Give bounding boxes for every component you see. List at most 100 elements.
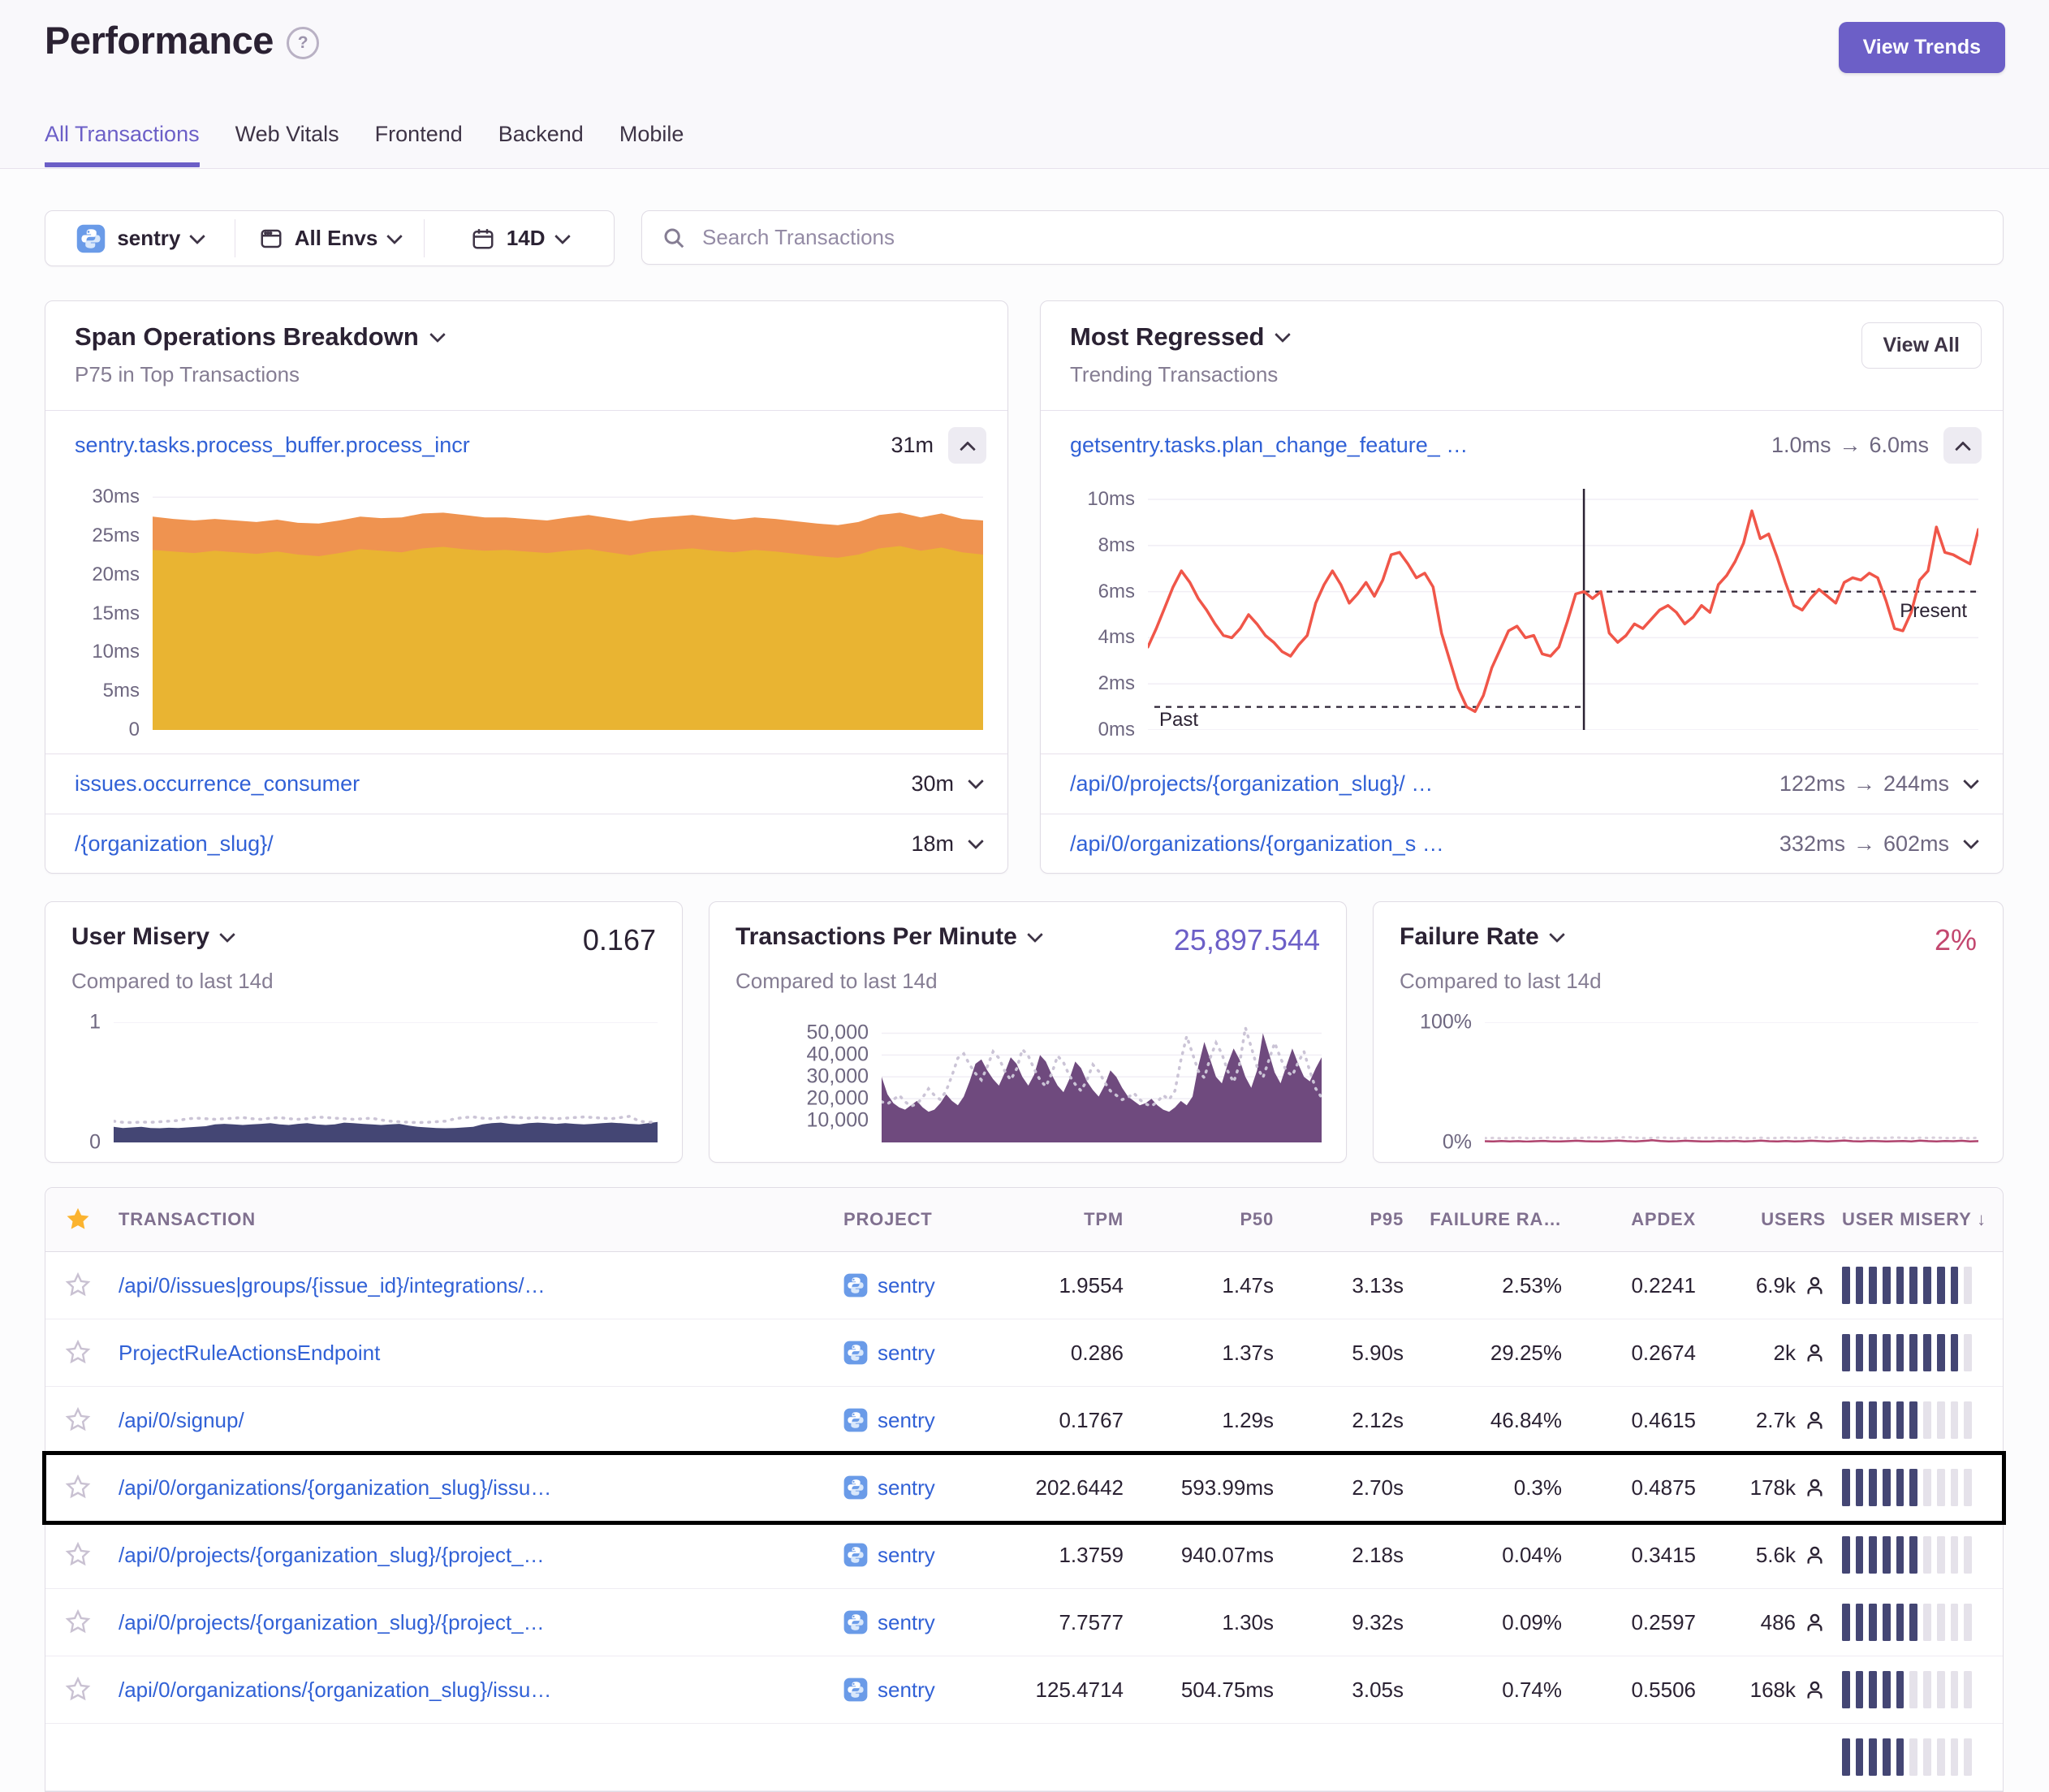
view-trends-button[interactable]: View Trends	[1838, 22, 2005, 73]
python-project-icon	[843, 1678, 868, 1702]
regressed-row-2: /api/0/projects/{organization_slug}/ … 1…	[1041, 754, 2003, 813]
transaction-link[interactable]: /api/0/organizations/{organization_slug}…	[119, 1475, 552, 1500]
table-row[interactable]: /api/0/projects/{organization_slug}/{pro…	[45, 1522, 2003, 1589]
y-axis-tick: 10,000	[806, 1108, 869, 1132]
star-button[interactable]	[45, 1542, 110, 1568]
project-cell: sentry	[835, 1408, 998, 1433]
view-all-button[interactable]: View All	[1861, 322, 1982, 369]
p50-cell: 1.29s	[1222, 1407, 1274, 1432]
span-op-link[interactable]: sentry.tasks.process_buffer.process_incr	[75, 433, 470, 457]
chevron-down-icon[interactable]	[968, 773, 984, 790]
python-project-icon	[843, 1273, 868, 1298]
failure-rate-cell: 29.25%	[1490, 1340, 1562, 1365]
tab-backend[interactable]: Backend	[498, 122, 584, 146]
star-button[interactable]	[45, 1407, 110, 1433]
table-row[interactable]: /api/0/projects/{organization_slug}/{pro…	[45, 1589, 2003, 1656]
search-bar[interactable]	[641, 210, 2004, 265]
tpm-cell: 0.286	[1070, 1340, 1124, 1365]
tab-web-vitals[interactable]: Web Vitals	[235, 122, 339, 146]
collapse-button[interactable]	[948, 427, 986, 464]
star-icon	[65, 1542, 91, 1566]
project-link[interactable]: sentry	[878, 1475, 935, 1500]
transaction-link[interactable]: /api/0/projects/{organization_slug}/{pro…	[119, 1542, 545, 1567]
regressed-transaction-link[interactable]: /api/0/projects/{organization_slug}/ …	[1070, 771, 1434, 796]
y-axis-tick: 5ms	[102, 680, 140, 702]
user-icon	[1807, 1546, 1823, 1564]
tab-all-transactions[interactable]: All Transactions	[45, 122, 200, 167]
chevron-down-icon[interactable]	[1963, 833, 1979, 850]
collapse-button[interactable]	[1943, 427, 1982, 464]
span-op-link[interactable]: issues.occurrence_consumer	[75, 771, 360, 796]
search-input[interactable]	[701, 224, 1983, 251]
transaction-link[interactable]: /api/0/projects/{organization_slug}/{pro…	[119, 1609, 545, 1634]
regressed-transaction-link[interactable]: /api/0/organizations/{organization_s …	[1070, 831, 1444, 856]
user-misery-subtitle: Compared to last 14d	[71, 969, 274, 993]
column-header-transaction[interactable]: TRANSACTION	[119, 1209, 256, 1229]
project-link[interactable]: sentry	[878, 1407, 935, 1432]
column-header-users[interactable]: USERS	[1761, 1209, 1826, 1229]
chevron-down-icon[interactable]	[1963, 773, 1979, 790]
tpm-title[interactable]: Transactions Per Minute	[735, 923, 1043, 951]
table-row[interactable]: /api/0/organizations/{organization_slug}…	[42, 1451, 2006, 1525]
star-column-header[interactable]	[45, 1206, 110, 1233]
span-widget-title[interactable]: Span Operations Breakdown	[75, 322, 446, 352]
regressed-widget-title[interactable]: Most Regressed	[1070, 322, 1292, 352]
table-row[interactable]: /api/0/issues|groups/{issue_id}/integrat…	[45, 1252, 2003, 1319]
table-row[interactable]: /api/0/signup/sentry 0.1767 1.29s 2.12s 46.8…	[45, 1387, 2003, 1454]
star-icon	[65, 1272, 91, 1297]
y-axis-tick: 25ms	[92, 525, 140, 547]
project-link[interactable]: sentry	[878, 1542, 935, 1567]
column-header-user-misery[interactable]: USER MISERY ↓	[1842, 1209, 1986, 1229]
span-op-link[interactable]: /{organization_slug}/	[75, 831, 274, 856]
y-axis-tick: 10ms	[1087, 488, 1135, 511]
regressed-transaction-link[interactable]: getsentry.tasks.plan_change_feature_ …	[1070, 433, 1469, 457]
tpm-cell: 1.9554	[1059, 1272, 1124, 1298]
user-misery-title[interactable]: User Misery	[71, 923, 236, 951]
project-link[interactable]: sentry	[878, 1609, 935, 1634]
star-icon	[65, 1475, 91, 1499]
transaction-link[interactable]: /api/0/signup/	[119, 1407, 244, 1432]
column-header-apdex[interactable]: APDEX	[1631, 1209, 1696, 1229]
environment-filter[interactable]: All Envs	[235, 211, 425, 266]
project-link[interactable]: sentry	[878, 1340, 935, 1365]
tpm-subtitle: Compared to last 14d	[735, 969, 938, 993]
y-axis-tick: 50,000	[806, 1021, 869, 1044]
project-cell: sentry	[835, 1543, 998, 1568]
star-button[interactable]	[45, 1272, 110, 1298]
help-icon[interactable]: ?	[286, 26, 319, 59]
column-header-p95[interactable]: P95	[1370, 1209, 1404, 1229]
transaction-cell: /api/0/signup/	[110, 1408, 835, 1433]
star-button[interactable]	[45, 1475, 110, 1501]
column-header-p50[interactable]: P50	[1240, 1209, 1274, 1229]
tab-frontend[interactable]: Frontend	[374, 122, 463, 146]
tpm-cell: 0.1767	[1059, 1407, 1124, 1432]
project-link[interactable]: sentry	[878, 1272, 935, 1298]
failure-rate-cell: 0.74%	[1502, 1677, 1562, 1702]
table-row[interactable]: ProjectRuleActionsEndpoint sentry 0.286 1.3…	[45, 1319, 2003, 1387]
column-header-failure-ra-[interactable]: FAILURE RA…	[1430, 1209, 1562, 1229]
date-range-filter[interactable]: 14D	[425, 211, 614, 266]
transaction-link[interactable]: /api/0/issues|groups/{issue_id}/integrat…	[119, 1272, 546, 1298]
project-filter[interactable]: sentry	[45, 211, 235, 266]
transaction-link[interactable]: ProjectRuleActionsEndpoint	[119, 1340, 381, 1365]
failure-rate-cell: 0.04%	[1502, 1542, 1562, 1567]
python-project-icon	[843, 1475, 868, 1500]
star-button[interactable]	[45, 1609, 110, 1635]
chevron-up-icon	[1954, 440, 1971, 457]
star-button[interactable]	[45, 1340, 110, 1366]
span-op-row-2: issues.occurrence_consumer 30m	[45, 754, 1007, 813]
failure-rate-title[interactable]: Failure Rate	[1400, 923, 1565, 951]
regression-range: 332ms → 602ms	[1779, 831, 1949, 856]
table-row[interactable]: /api/0/organizations/{organization_slug}…	[45, 1656, 2003, 1724]
project-link[interactable]: sentry	[878, 1677, 935, 1702]
chevron-down-icon[interactable]	[968, 833, 984, 850]
user-misery-cell	[1834, 1267, 2003, 1304]
tab-mobile[interactable]: Mobile	[619, 122, 684, 146]
transaction-link[interactable]: /api/0/organizations/{organization_slug}…	[119, 1677, 552, 1702]
column-header-project[interactable]: PROJECT	[843, 1209, 933, 1229]
regressed-row-1: getsentry.tasks.plan_change_feature_ … 1…	[1041, 412, 2003, 479]
star-button[interactable]	[45, 1677, 110, 1703]
user-misery-bars	[1841, 1469, 1995, 1506]
table-row[interactable]	[45, 1724, 2003, 1791]
column-header-tpm[interactable]: TPM	[1084, 1209, 1124, 1229]
